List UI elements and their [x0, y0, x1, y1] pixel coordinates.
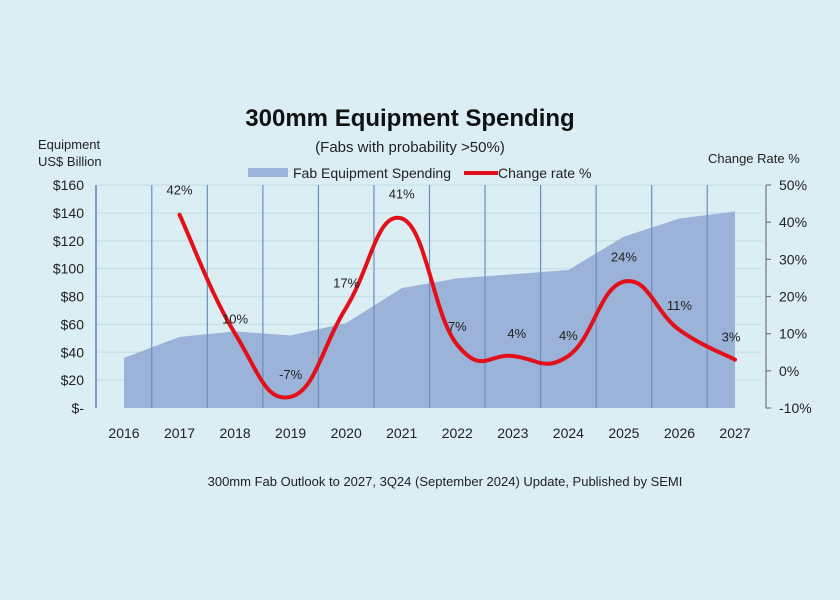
- right-axis-tick-label: 30%: [779, 251, 807, 267]
- left-axis-tick-label: $60: [61, 316, 85, 332]
- left-axis-tick-label: $80: [61, 289, 85, 305]
- left-axis-tick-label: $140: [53, 205, 84, 221]
- data-label: 10%: [222, 312, 248, 327]
- right-axis-tick-label: -10%: [779, 400, 812, 416]
- line-series-layer: [177, 212, 737, 400]
- x-axis-tick-label: 2016: [108, 425, 139, 441]
- data-label: 4%: [559, 328, 578, 343]
- data-label: 24%: [611, 250, 637, 265]
- left-axis-tick-label: $120: [53, 233, 84, 249]
- right-axis-tick-label: 0%: [779, 363, 799, 379]
- data-label: 7%: [448, 319, 467, 334]
- x-axis-tick-label: 2027: [719, 425, 750, 441]
- data-label: 4%: [507, 326, 526, 341]
- x-axis-tick-label: 2026: [664, 425, 695, 441]
- x-axis-tick-label: 2025: [608, 425, 639, 441]
- left-axis-title-line2: US$ Billion: [38, 154, 102, 169]
- x-axis-tick-label: 2021: [386, 425, 417, 441]
- x-axis-tick-label: 2019: [275, 425, 306, 441]
- right-axis-tick-label: 10%: [779, 326, 807, 342]
- data-label: 11%: [667, 298, 692, 313]
- right-axis-tick-label: 50%: [779, 177, 807, 193]
- legend: Fab Equipment Spending Change rate %: [248, 165, 591, 181]
- data-labels-layer: 42% 10% -7% 17% 41% 7% 4% 4% 24% 11% 3%: [167, 183, 741, 382]
- data-label: -7%: [279, 367, 303, 382]
- right-axis-tick-label: 20%: [779, 289, 807, 305]
- data-label: 3%: [722, 330, 741, 345]
- left-axis-tick-label: $160: [53, 177, 84, 193]
- left-axis-tick-label: $-: [72, 400, 85, 416]
- chart-subtitle: (Fabs with probability >50%): [315, 139, 505, 156]
- x-axis-tick-label: 2020: [331, 425, 362, 441]
- right-axis-title: Change Rate %: [708, 151, 800, 166]
- source-note: 300mm Fab Outlook to 2027, 3Q24 (Septemb…: [208, 474, 683, 489]
- x-axis-tick-label: 2017: [164, 425, 195, 441]
- data-label: 41%: [389, 186, 415, 201]
- data-label: 17%: [333, 276, 359, 291]
- axes-layer: $- $20 $40 $60 $80 $100 $120 $140 $160 -10% 0% 10% 2…: [53, 177, 812, 441]
- legend-label-area: Fab Equipment Spending: [293, 165, 451, 181]
- x-axis-tick-label: 2022: [442, 425, 473, 441]
- legend-label-line: Change rate %: [498, 165, 591, 181]
- left-axis-tick-label: $100: [53, 261, 84, 277]
- legend-swatch-area: [248, 168, 288, 177]
- left-axis-title-line1: Equipment: [38, 137, 101, 152]
- data-label: 42%: [167, 183, 193, 198]
- x-axis-tick-label: 2023: [497, 425, 528, 441]
- chart-title: 300mm Equipment Spending: [245, 105, 574, 132]
- left-axis-tick-label: $40: [61, 344, 85, 360]
- right-axis-tick-label: 40%: [779, 214, 807, 230]
- vertical-gridlines: [95, 185, 708, 408]
- left-axis-tick-label: $20: [61, 372, 85, 388]
- x-axis-tick-label: 2024: [553, 425, 584, 441]
- x-axis-tick-label: 2018: [220, 425, 251, 441]
